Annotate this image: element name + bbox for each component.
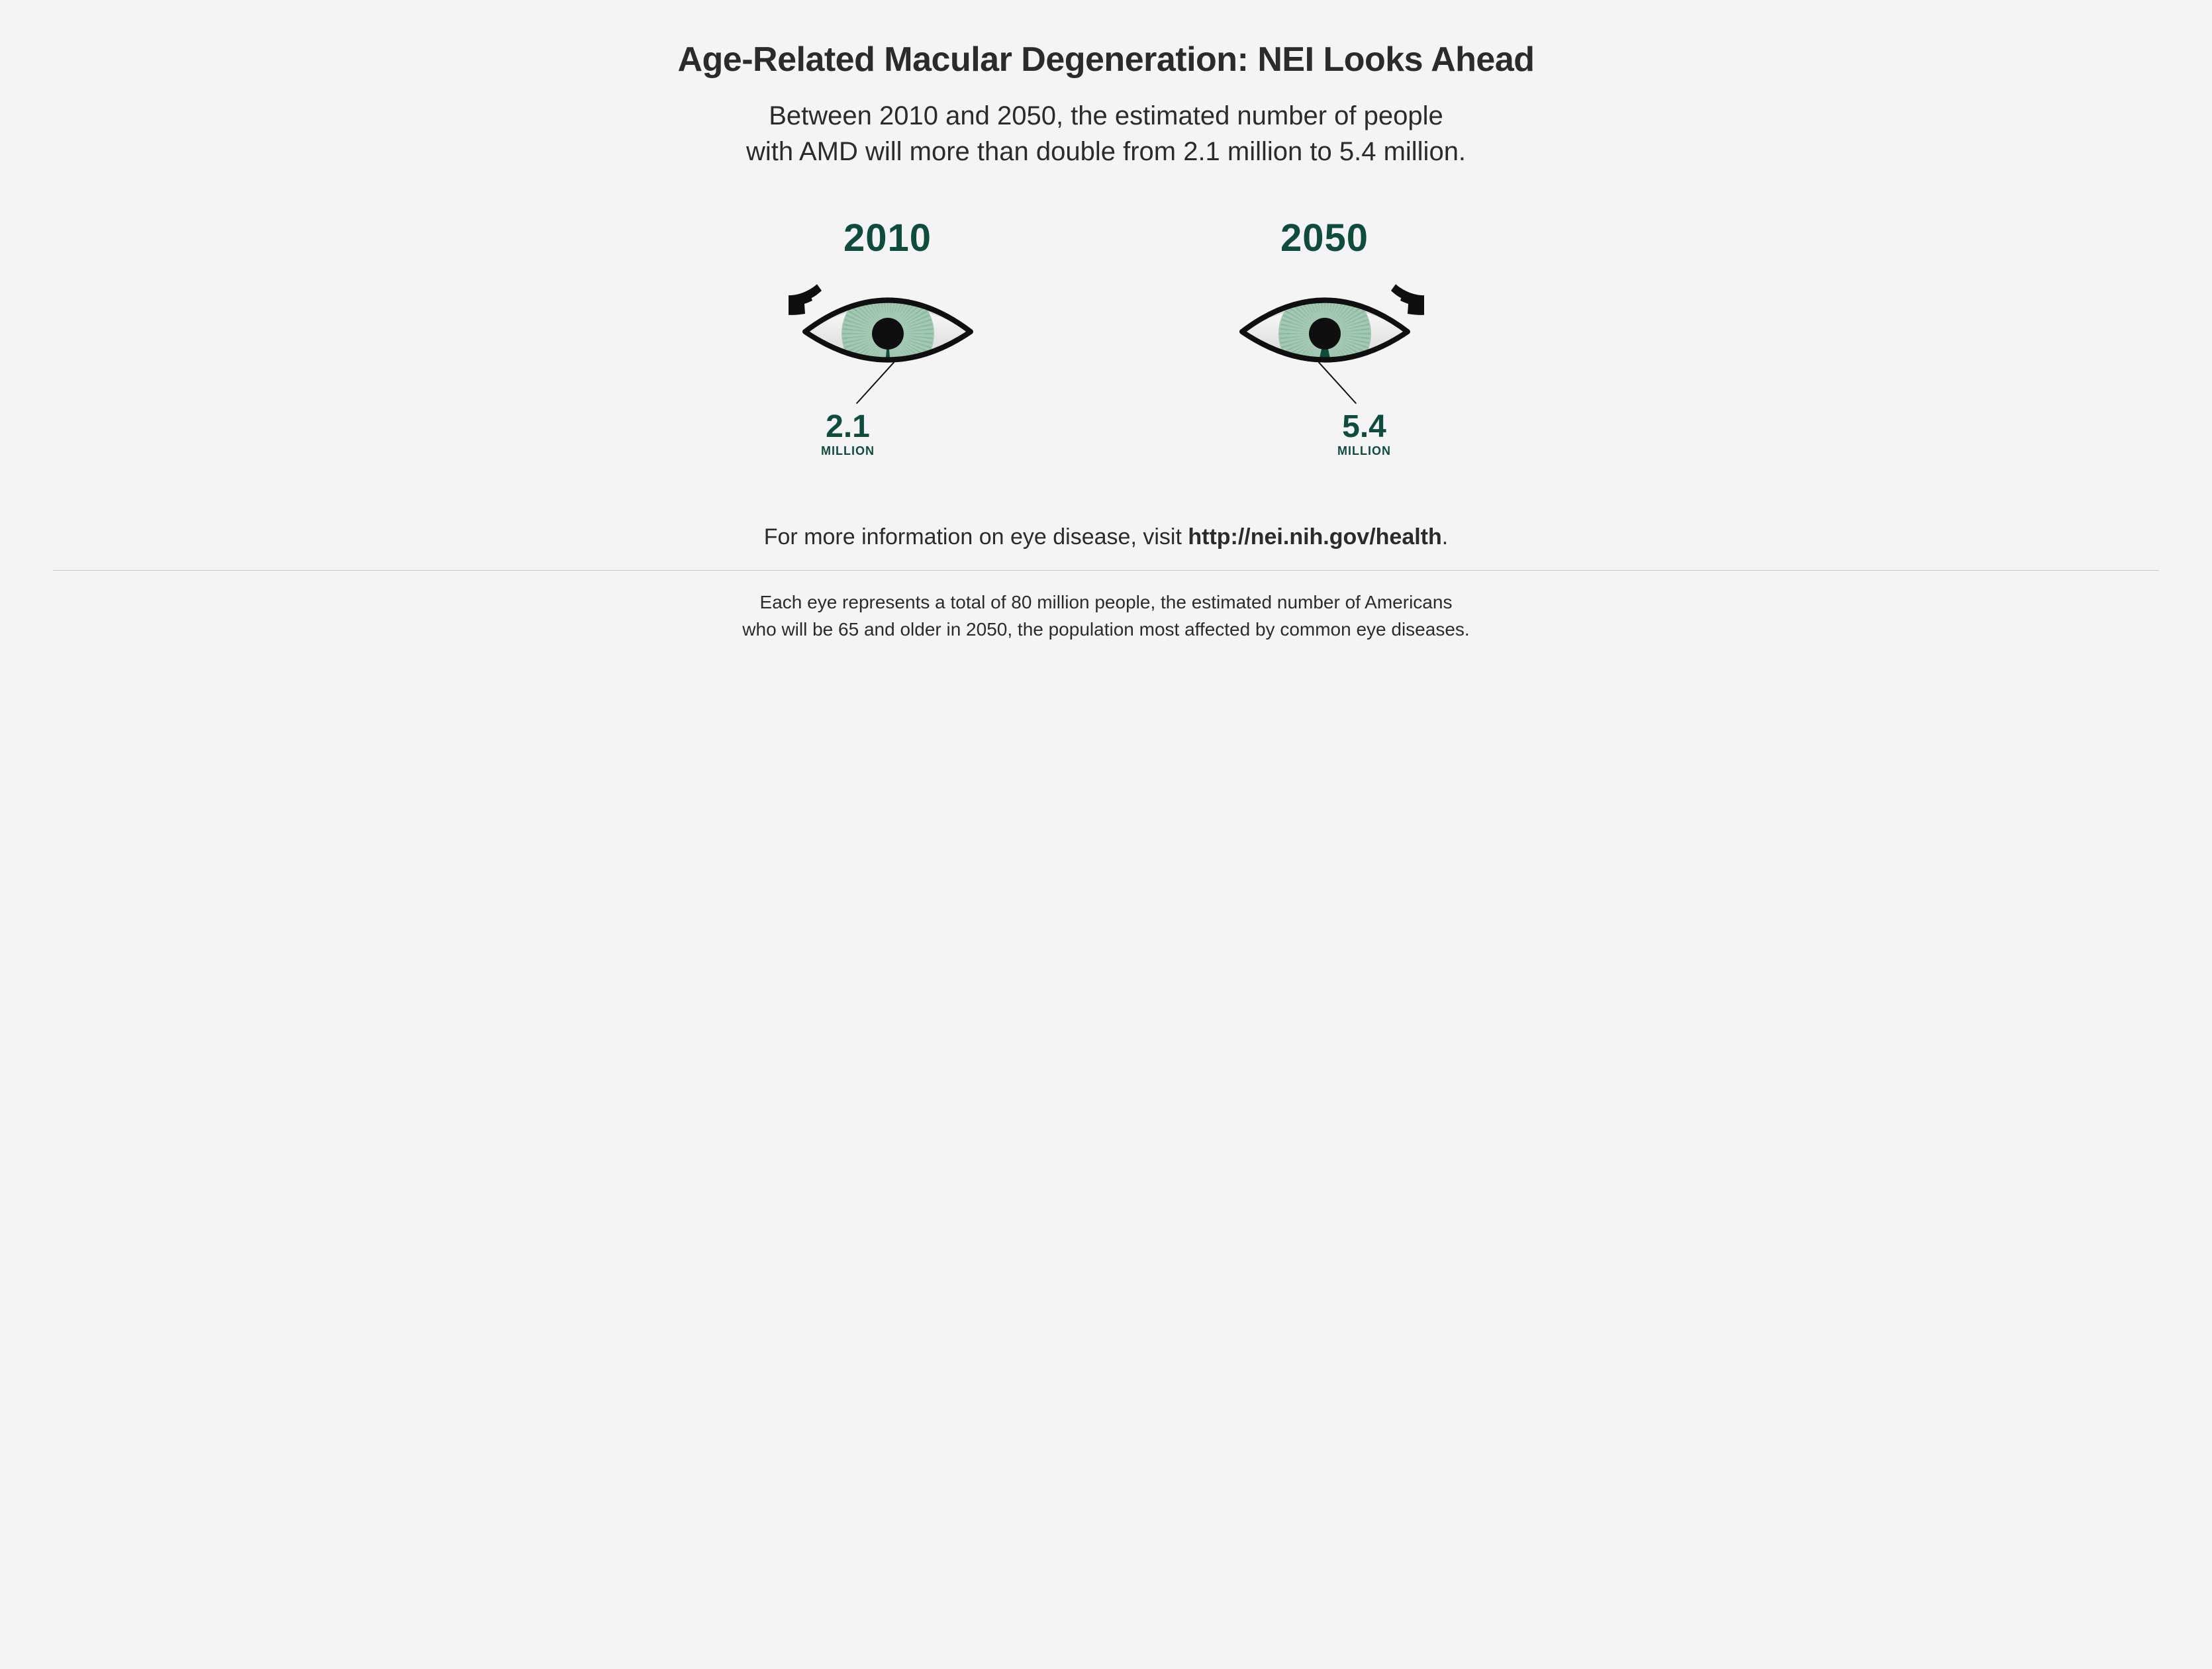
eye-left-column: 2010 2.1 MILLION [683, 216, 1093, 458]
value-block-right: 5.4 MILLION [1337, 411, 1391, 458]
divider [53, 570, 2159, 571]
year-label-right: 2050 [1280, 216, 1369, 260]
value-block-left: 2.1 MILLION [821, 411, 875, 458]
info-prefix: For more information on eye disease, vis… [764, 524, 1188, 549]
value-number-left: 2.1 [821, 411, 875, 443]
infographic-page: Age-Related Macular Degeneration: NEI Lo… [0, 0, 2212, 1669]
eye-left-graphic [789, 265, 987, 418]
info-suffix: . [1442, 524, 1448, 549]
value-unit-right: MILLION [1337, 444, 1391, 458]
year-label-left: 2010 [843, 216, 932, 260]
footnote: Each eye represents a total of 80 millio… [40, 589, 2172, 643]
page-title: Age-Related Macular Degeneration: NEI Lo… [40, 40, 2172, 79]
eye-right-graphic [1226, 265, 1424, 418]
subtitle-line-2: with AMD will more than double from 2.1 … [746, 137, 1466, 166]
eye-right-column: 2050 5.4 MILLION [1120, 216, 1530, 458]
info-line: For more information on eye disease, vis… [40, 524, 2172, 550]
footnote-line-1: Each eye represents a total of 80 millio… [760, 592, 1453, 612]
value-unit-left: MILLION [821, 444, 875, 458]
footnote-line-2: who will be 65 and older in 2050, the po… [742, 619, 1469, 640]
page-subtitle: Between 2010 and 2050, the estimated num… [40, 98, 2172, 169]
subtitle-line-1: Between 2010 and 2050, the estimated num… [769, 101, 1443, 130]
eyes-row: 2010 2.1 MILLION 2050 5.4 MILLION [40, 216, 2172, 458]
value-number-right: 5.4 [1337, 411, 1391, 443]
info-url: http://nei.nih.gov/health [1188, 524, 1441, 549]
